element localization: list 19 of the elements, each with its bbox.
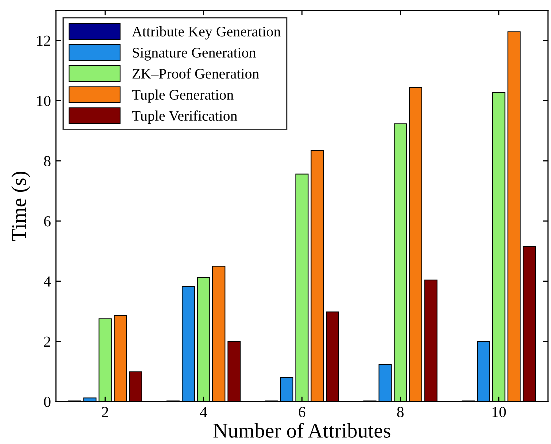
y-tick-label: 8 — [44, 156, 51, 167]
y-tick-label: 0 — [44, 396, 51, 408]
y-tick-label: 2 — [44, 336, 50, 347]
x-tick-label: 8 — [397, 407, 404, 418]
x-tick-label: 4 — [200, 407, 208, 418]
legend-label: Signature Generation — [133, 48, 256, 61]
y-tick-label: 12 — [37, 36, 50, 46]
legend-label: Tuple Generation — [132, 90, 234, 103]
y-tick-label: 6 — [44, 216, 51, 227]
y-axis-title: Time (s) — [12, 172, 31, 242]
legend-label: Attribute Key Generation — [132, 26, 281, 40]
x-axis-title: Number of Attributes — [214, 423, 391, 438]
legend-label: Tuple Verification — [132, 110, 238, 124]
y-tick-label: 10 — [37, 96, 51, 106]
x-tick-label: 6 — [299, 407, 306, 418]
legend-label: ZK–Proof Generation — [132, 68, 260, 79]
x-tick-label: 10 — [492, 407, 506, 418]
x-tick-label: 2 — [102, 407, 108, 418]
y-tick-label: 4 — [44, 276, 52, 287]
